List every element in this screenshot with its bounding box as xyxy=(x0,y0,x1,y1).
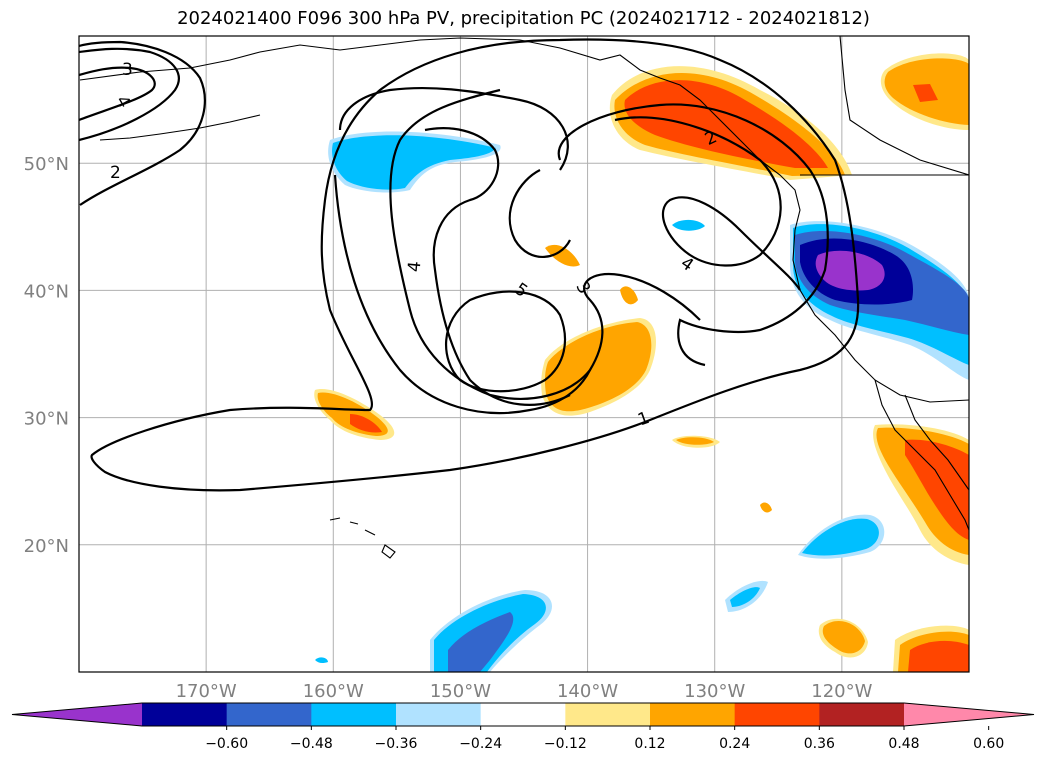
pv-contour-4 xyxy=(389,88,591,400)
colorbar-tick-label: 0.24 xyxy=(719,736,750,752)
colorbar-segment xyxy=(565,703,651,726)
figure-title: 2024021400 F096 300 hPa PV, precipitatio… xyxy=(177,8,870,29)
colorbar-outline xyxy=(11,702,1035,727)
longitude-tick-label: 130°W xyxy=(684,681,745,702)
precip-negative-region xyxy=(672,219,705,231)
colorbar-segment xyxy=(226,703,312,726)
precip-positive-region xyxy=(913,84,938,102)
pv-contour-5 xyxy=(444,290,567,393)
colorbar-segment xyxy=(480,703,566,726)
colorbar-tick-label: 0.60 xyxy=(973,736,1004,752)
colorbar-tick-label: −0.24 xyxy=(459,736,502,752)
aleutian-islands xyxy=(99,114,261,141)
latitude-tick-label: 30°N xyxy=(24,409,69,430)
pv-contour-3 xyxy=(338,86,569,171)
precip-negative-region xyxy=(802,518,879,556)
precip-negative-region xyxy=(815,250,885,291)
precip-anomaly-shading xyxy=(314,53,969,672)
precip-positive-region xyxy=(620,286,638,305)
longitude-tick-label: 140°W xyxy=(557,681,618,702)
colorbar xyxy=(11,702,1035,730)
precip-negative-region xyxy=(730,587,760,607)
precip-positive-region xyxy=(905,439,969,540)
contour-label: 2 xyxy=(110,163,121,183)
colorbar-tick-labels: −0.60 −0.48 −0.36 −0.24 −0.12 0.12 0.24 0.36 0.4… xyxy=(205,736,1004,752)
precip-positive-region xyxy=(624,80,828,168)
colorbar-segment xyxy=(734,703,820,726)
pv-contour-2 xyxy=(557,103,829,367)
contour-label: 4 xyxy=(405,260,426,273)
longitude-labels: 170°W 160°W 150°W 140°W 130°W 120°W xyxy=(176,681,873,702)
colorbar-tick-label: −0.48 xyxy=(290,736,333,752)
precip-positive-region xyxy=(676,437,714,445)
precip-negative-region xyxy=(332,135,496,190)
colorbar-segment xyxy=(396,703,482,726)
pv-contours xyxy=(79,38,860,492)
pv-contour-5 xyxy=(508,169,571,258)
pv-contour-4 xyxy=(333,174,701,415)
precip-positive-region xyxy=(350,414,382,433)
longitude-tick-label: 150°W xyxy=(430,681,491,702)
colorbar-tick-label: 0.48 xyxy=(888,736,919,752)
precip-positive-region xyxy=(822,620,865,654)
latitude-tick-label: 20°N xyxy=(24,536,69,557)
colorbar-tick-label: 0.36 xyxy=(804,736,835,752)
pv-contour-3 xyxy=(424,127,571,406)
pv-contour-4 xyxy=(79,66,156,122)
colorbar-tick-label: −0.36 xyxy=(375,736,418,752)
hawaii-islands xyxy=(329,517,396,559)
colorbar-segment xyxy=(311,703,397,726)
colorbar-tick-label: −0.12 xyxy=(544,736,587,752)
precip-negative-region xyxy=(315,657,328,664)
precip-negative-region xyxy=(448,612,514,672)
precip-positive-region xyxy=(760,502,772,513)
pv-contour-2 xyxy=(79,40,206,206)
colorbar-tick-label: −0.60 xyxy=(205,736,248,752)
latitude-tick-label: 40°N xyxy=(24,281,69,302)
pv-contour-4 xyxy=(614,116,801,291)
map-frame xyxy=(78,35,970,673)
longitude-tick-label: 170°W xyxy=(176,681,237,702)
latitude-labels: 50°N 40°N 30°N 20°N xyxy=(24,154,69,557)
contour-label: 3 xyxy=(122,60,133,80)
colorbar-tick-label: 0.12 xyxy=(634,736,665,752)
precip-positive-region xyxy=(545,244,580,267)
canada-coast xyxy=(839,36,969,176)
precip-positive-region xyxy=(908,640,969,672)
pv-contour-1 xyxy=(90,38,860,492)
colorbar-extend-max xyxy=(904,703,1034,726)
baja-coastline xyxy=(874,379,969,531)
gulf-of-california xyxy=(904,394,969,491)
latitude-tick-label: 50°N xyxy=(24,154,69,175)
longitude-tick-label: 120°W xyxy=(811,681,872,702)
pv-contour-3 xyxy=(79,47,180,142)
colorbar-extend-min xyxy=(12,703,142,726)
precip-positive-region xyxy=(544,322,652,412)
colorbar-segment xyxy=(142,703,228,726)
longitude-tick-label: 160°W xyxy=(303,681,364,702)
colorbar-segment xyxy=(819,703,905,726)
colorbar-segment xyxy=(650,703,736,726)
